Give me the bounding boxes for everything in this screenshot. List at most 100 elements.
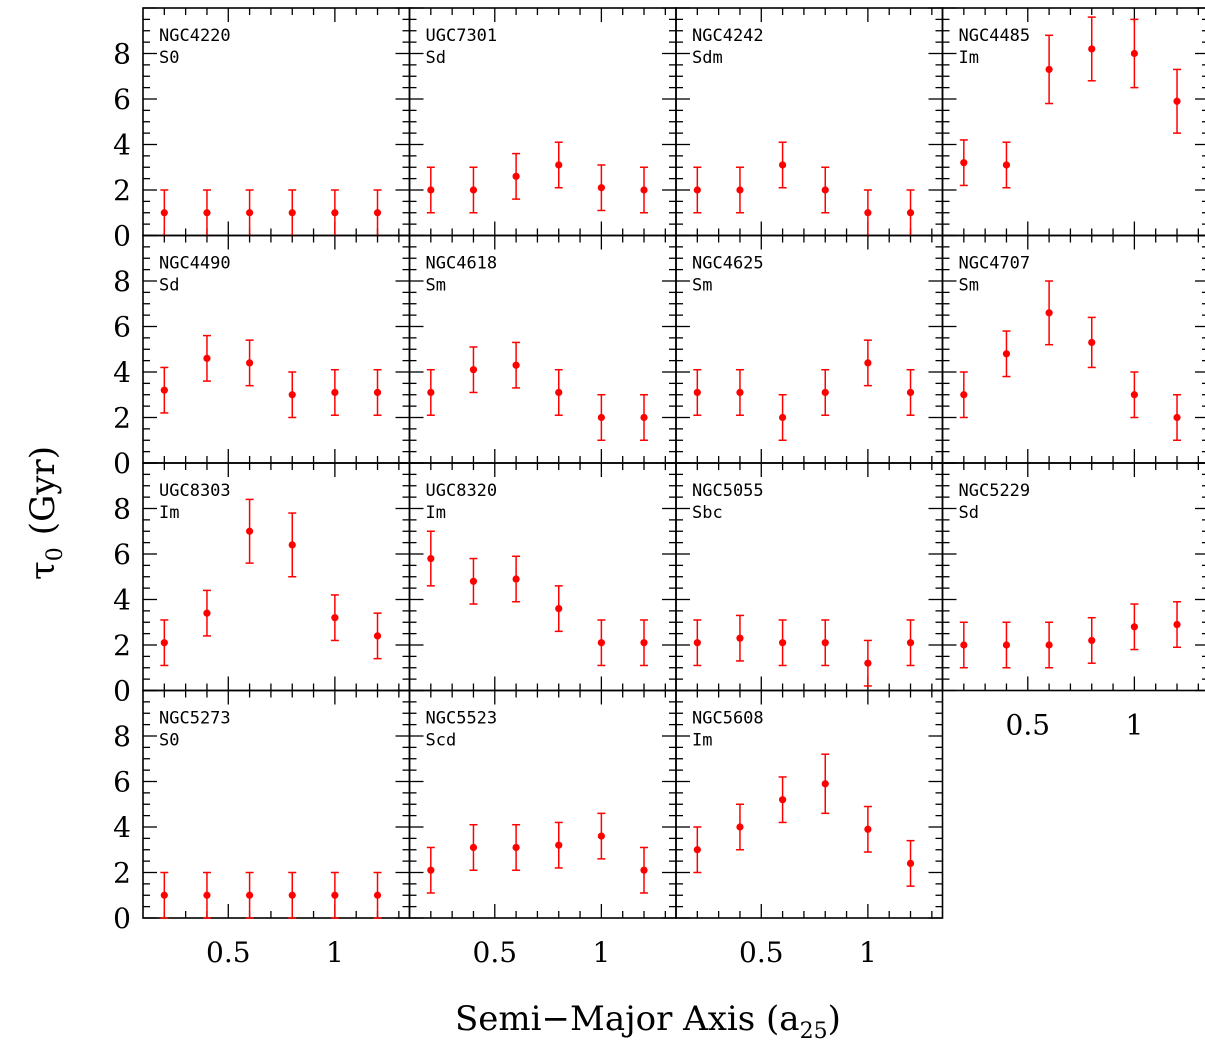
x-axis-title-sub: 25 — [800, 1019, 828, 1044]
data-marker — [469, 186, 478, 194]
data-point — [373, 871, 382, 919]
data-point — [778, 141, 787, 189]
data-point — [373, 612, 382, 660]
data-point — [863, 805, 872, 853]
galaxy-name-label: NGC4490 — [159, 254, 231, 274]
data-marker — [555, 388, 563, 397]
data-point — [1087, 316, 1096, 369]
data-marker — [960, 159, 968, 167]
data-point — [160, 619, 169, 667]
data-marker — [693, 639, 701, 647]
x-tick-label: 1 — [326, 936, 344, 969]
data-point — [1173, 394, 1182, 441]
data-point — [1087, 16, 1096, 82]
y-tick-label: 6 — [113, 83, 131, 116]
axis-labels: 0 2 4 6 8 0 2 4 6 8 0 2 4 6 8 0.5 1 0 2 4 6 8 0.5 1 0.5 1 0.5 1 — [113, 38, 1143, 970]
data-point — [1002, 621, 1011, 669]
y-tick-label: 4 — [113, 129, 131, 162]
data-point — [330, 368, 339, 416]
x-axis-title-main: Semi−Major Axis (a — [455, 999, 800, 1039]
data-marker — [640, 413, 648, 422]
data-marker — [246, 359, 254, 367]
x-tick-label: 0.5 — [473, 936, 518, 969]
data-point — [160, 189, 169, 237]
data-marker — [736, 823, 744, 831]
data-point — [693, 368, 702, 416]
data-point — [1173, 68, 1182, 134]
y-tick-label: 2 — [113, 857, 131, 890]
data-point — [693, 166, 702, 214]
morph-type-label: Sd — [426, 48, 446, 68]
data-point — [863, 339, 872, 387]
data-point — [1087, 616, 1096, 664]
data-point — [597, 394, 606, 441]
data-marker — [512, 172, 520, 180]
morph-type-label: Sd — [959, 503, 979, 523]
data-marker — [864, 209, 872, 217]
data-point — [597, 619, 606, 667]
data-point — [906, 839, 915, 887]
data-marker — [1088, 45, 1096, 53]
data-point — [1130, 603, 1139, 651]
data-point — [202, 189, 211, 237]
data-point — [426, 166, 435, 214]
data-marker — [736, 186, 744, 194]
y-axis-title-sub: 0 — [43, 547, 68, 561]
data-marker — [906, 639, 915, 647]
data-point — [554, 821, 563, 869]
data-point — [469, 557, 478, 605]
data-marker — [160, 891, 168, 899]
data-point — [597, 164, 606, 212]
data-marker — [331, 891, 339, 899]
data-marker — [1173, 620, 1181, 629]
data-marker — [960, 391, 968, 399]
galaxy-name-label: NGC5055 — [692, 481, 764, 501]
y-axis-title-symbol: τ — [23, 561, 63, 580]
data-marker — [331, 209, 339, 217]
x-axis-title: Semi−Major Axis (a25) — [455, 999, 841, 1044]
morph-type-label: Scd — [426, 731, 457, 751]
morph-type-label: Im — [426, 503, 446, 523]
data-point — [554, 368, 563, 416]
data-marker — [427, 554, 435, 563]
galaxy-name-label: NGC4625 — [692, 254, 764, 274]
data-marker — [160, 639, 168, 647]
data-point — [906, 189, 915, 237]
y-tick-label: 8 — [113, 720, 131, 753]
x-tick-label: 1 — [592, 936, 610, 969]
data-marker — [469, 577, 478, 585]
data-point — [426, 530, 435, 587]
data-marker — [597, 413, 605, 422]
data-point — [735, 803, 744, 851]
data-point — [778, 619, 787, 667]
morph-type-label: Sd — [159, 276, 179, 296]
data-marker — [555, 161, 563, 169]
data-point — [160, 871, 169, 919]
data-marker — [331, 388, 339, 397]
x-tick-label: 1 — [1125, 709, 1143, 742]
galaxy-name-label: UGC8320 — [426, 481, 498, 501]
data-marker — [1173, 97, 1181, 105]
y-tick-label: 0 — [113, 675, 131, 708]
data-marker — [640, 639, 648, 647]
panel-grid: NGC4220S0UGC7301SdNGC4242SdmNGC4485ImNGC… — [142, 7, 1205, 919]
data-point — [512, 152, 521, 200]
data-marker — [373, 891, 382, 899]
data-marker — [1002, 641, 1011, 649]
y-tick-label: 0 — [113, 220, 131, 253]
data-marker — [906, 209, 915, 217]
galaxy-name-label: NGC4707 — [959, 254, 1031, 274]
data-point — [160, 366, 169, 414]
data-marker — [203, 891, 211, 899]
y-tick-label: 4 — [113, 811, 131, 844]
data-marker — [1088, 636, 1096, 645]
data-marker — [469, 843, 478, 852]
data-marker — [693, 186, 701, 194]
galaxy-name-label: NGC4485 — [959, 26, 1031, 46]
